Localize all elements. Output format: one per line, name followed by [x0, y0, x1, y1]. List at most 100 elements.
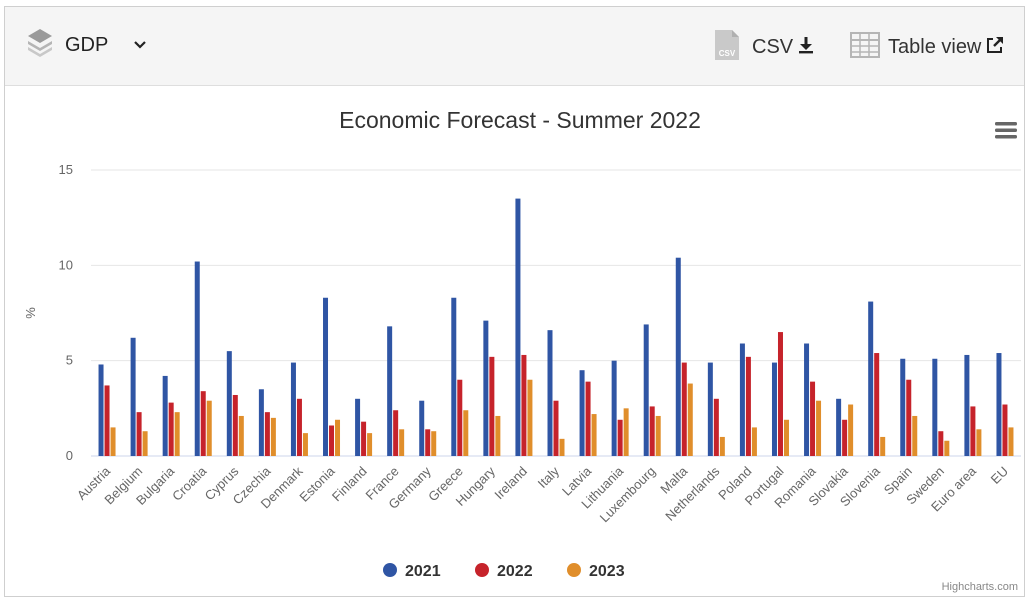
bar-2022-netherlands[interactable]: [713, 398, 719, 456]
bar-2022-italy[interactable]: [553, 400, 559, 456]
bar-2022-romania[interactable]: [810, 381, 816, 456]
bar-2022-france[interactable]: [393, 410, 399, 456]
table-view-button[interactable]: Table view: [850, 29, 1004, 65]
bar-2022-poland[interactable]: [745, 356, 751, 456]
bar-2021-malta[interactable]: [675, 257, 681, 456]
bar-2021-sweden[interactable]: [932, 358, 938, 456]
bar-2023-romania[interactable]: [816, 400, 822, 456]
bar-2021-france[interactable]: [387, 326, 393, 456]
bar-2022-slovenia[interactable]: [874, 353, 880, 456]
bar-2023-eu[interactable]: [1008, 427, 1014, 456]
bar-2023-euro-area[interactable]: [976, 429, 982, 456]
bar-2022-croatia[interactable]: [200, 391, 206, 456]
bar-2021-croatia[interactable]: [194, 261, 200, 456]
bar-2022-hungary[interactable]: [489, 356, 495, 456]
bar-2023-denmark[interactable]: [302, 433, 308, 456]
chart-menu-button[interactable]: [990, 118, 1020, 142]
bar-2023-portugal[interactable]: [783, 419, 789, 456]
bar-2021-denmark[interactable]: [290, 362, 296, 456]
bar-2023-austria[interactable]: [110, 427, 116, 456]
bar-2021-cyprus[interactable]: [226, 351, 232, 456]
bar-2022-estonia[interactable]: [329, 425, 335, 456]
bar-2023-luxembourg[interactable]: [655, 415, 661, 456]
bar-2021-poland[interactable]: [739, 343, 745, 456]
bar-2021-portugal[interactable]: [771, 362, 777, 456]
bar-2022-spain[interactable]: [906, 379, 912, 456]
bar-2022-austria[interactable]: [104, 385, 110, 456]
bar-2023-croatia[interactable]: [206, 400, 212, 456]
bar-2021-euro-area[interactable]: [964, 354, 970, 456]
bar-2022-finland[interactable]: [361, 421, 367, 456]
bar-2021-latvia[interactable]: [579, 370, 585, 456]
bar-2023-slovakia[interactable]: [848, 404, 854, 456]
x-tick-label: Italy: [535, 463, 563, 491]
bar-2021-ireland[interactable]: [515, 198, 521, 456]
bar-2021-slovenia[interactable]: [868, 301, 874, 456]
legend-item-2023[interactable]: 2023: [567, 563, 625, 580]
x-tick-label: Ireland: [491, 464, 530, 503]
bar-2021-czechia[interactable]: [258, 389, 264, 456]
bar-2023-france[interactable]: [399, 429, 405, 456]
bar-2021-austria[interactable]: [98, 364, 104, 456]
bar-2023-estonia[interactable]: [335, 419, 341, 456]
bar-2022-euro-area[interactable]: [970, 406, 976, 456]
bar-2023-germany[interactable]: [431, 431, 437, 456]
legend-item-2021[interactable]: 2021: [383, 563, 441, 580]
csv-download-button[interactable]: CSV CSV: [714, 29, 814, 65]
bar-2023-cyprus[interactable]: [238, 415, 244, 456]
bar-2021-bulgaria[interactable]: [162, 375, 168, 456]
table-view-label: Table view: [888, 35, 982, 58]
bar-2022-malta[interactable]: [681, 362, 687, 456]
bar-2021-slovakia[interactable]: [836, 398, 842, 456]
bar-2023-poland[interactable]: [751, 427, 757, 456]
bar-2022-sweden[interactable]: [938, 431, 944, 456]
bar-2021-hungary[interactable]: [483, 320, 489, 456]
bar-2022-belgium[interactable]: [136, 412, 142, 456]
bar-2021-spain[interactable]: [900, 358, 906, 456]
bar-2022-bulgaria[interactable]: [168, 402, 174, 456]
bar-2023-netherlands[interactable]: [719, 436, 725, 456]
bar-2022-luxembourg[interactable]: [649, 406, 655, 456]
bar-2021-eu[interactable]: [996, 353, 1002, 456]
bar-2023-bulgaria[interactable]: [174, 412, 180, 456]
bar-2023-greece[interactable]: [463, 410, 469, 456]
bar-2021-lithuania[interactable]: [611, 360, 617, 456]
bar-2023-ireland[interactable]: [527, 379, 533, 456]
bar-2023-slovenia[interactable]: [880, 436, 886, 456]
bar-2022-eu[interactable]: [1002, 404, 1008, 456]
bar-2022-latvia[interactable]: [585, 381, 591, 456]
bar-2023-belgium[interactable]: [142, 431, 148, 456]
bar-2023-sweden[interactable]: [944, 440, 950, 456]
bar-2021-italy[interactable]: [547, 330, 553, 456]
bar-2023-malta[interactable]: [687, 383, 693, 456]
chart-title: Economic Forecast - Summer 2022: [339, 107, 701, 133]
bar-2021-greece[interactable]: [451, 297, 457, 456]
bar-2023-spain[interactable]: [912, 415, 918, 456]
bar-2022-lithuania[interactable]: [617, 419, 623, 456]
bar-2022-denmark[interactable]: [296, 398, 302, 456]
bar-2022-germany[interactable]: [425, 429, 431, 456]
dataset-dropdown[interactable]: GDP: [27, 25, 147, 65]
bar-2021-finland[interactable]: [355, 398, 361, 456]
bar-2023-latvia[interactable]: [591, 414, 597, 456]
bar-2021-estonia[interactable]: [323, 297, 329, 456]
bar-2023-italy[interactable]: [559, 438, 565, 456]
bar-2021-belgium[interactable]: [130, 337, 136, 456]
bar-2022-slovakia[interactable]: [842, 419, 848, 456]
x-tick-label: Croatia: [169, 463, 210, 504]
bar-2022-portugal[interactable]: [777, 332, 783, 456]
bar-2021-germany[interactable]: [419, 400, 425, 456]
bar-2022-cyprus[interactable]: [232, 394, 238, 456]
bar-2021-romania[interactable]: [804, 343, 810, 456]
bar-2023-finland[interactable]: [367, 433, 373, 456]
bar-2023-lithuania[interactable]: [623, 408, 629, 456]
legend-item-2022[interactable]: 2022: [475, 563, 533, 580]
bar-2021-luxembourg[interactable]: [643, 324, 649, 456]
bar-2022-czechia[interactable]: [264, 412, 270, 456]
bar-2023-czechia[interactable]: [270, 417, 276, 456]
bar-2023-hungary[interactable]: [495, 415, 501, 456]
bar-2022-ireland[interactable]: [521, 354, 527, 456]
csv-file-icon: CSV: [714, 29, 740, 66]
bar-2021-netherlands[interactable]: [707, 362, 713, 456]
bar-2022-greece[interactable]: [457, 379, 463, 456]
